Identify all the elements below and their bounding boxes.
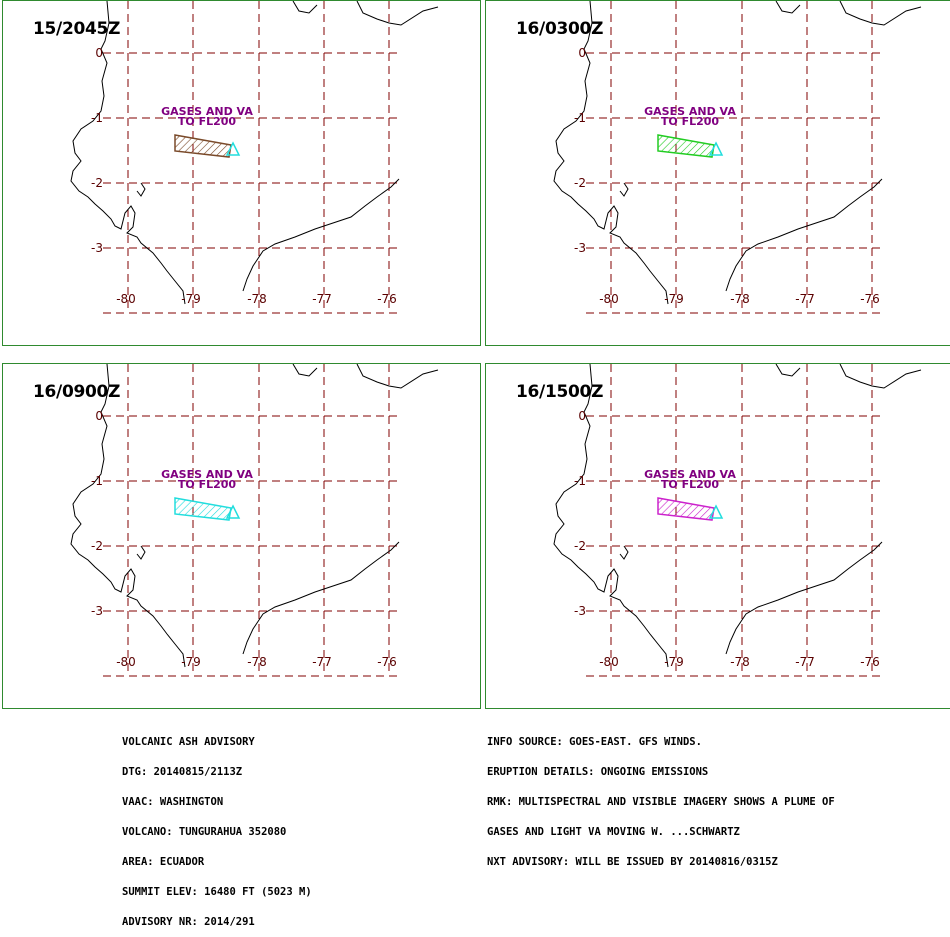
advisory-text-right: INFO SOURCE: GOES-EAST. GFS WINDS. ERUPT… (487, 717, 835, 877)
panel-time: 15/2045Z (33, 19, 121, 39)
plume-label-line2: TO FL200 (661, 115, 720, 128)
map-panel-2: 0 -1 -2 -3 -80 -79 -78 -77 -76 GASES AND VA TO FL2… (485, 0, 950, 346)
plume-label-line2: TO FL200 (661, 478, 720, 491)
longitude-label: -78 (247, 655, 267, 669)
latitude-label: -1 (574, 111, 586, 125)
longitude-label: -80 (599, 292, 619, 306)
border-line (725, 178, 883, 292)
latitude-label: -2 (91, 176, 103, 190)
panel-time: 16/1500Z (516, 382, 604, 402)
advisory-line: VAAC: WASHINGTON (122, 796, 224, 808)
advisory-line: VOLCANO: TUNGURAHUA 352080 (122, 826, 287, 838)
coastline (553, 1, 669, 305)
latitude-label: 0 (578, 46, 586, 60)
volcano-marker-icon (225, 504, 241, 519)
border-line (242, 541, 400, 655)
coastline (775, 364, 801, 377)
latitude-label: -1 (91, 474, 103, 488)
longitude-label: -77 (312, 655, 332, 669)
plume-label-line2: TO FL200 (178, 115, 237, 128)
advisory-line: INFO SOURCE: GOES-EAST. GFS WINDS. (487, 736, 702, 748)
advisory-line: RMK: MULTISPECTRAL AND VISIBLE IMAGERY S… (487, 796, 835, 808)
ash-plume (174, 497, 232, 521)
advisory-line: DTG: 20140815/2113Z (122, 766, 243, 778)
advisory-line: ADVISORY NR: 2014/291 (122, 916, 255, 928)
advisory-line: SUMMIT ELEV: 16480 FT (5023 M) (122, 886, 312, 898)
latitude-label: 0 (95, 409, 103, 423)
latitude-label: -3 (91, 604, 103, 618)
latitude-label: 0 (95, 46, 103, 60)
panel-time: 16/0300Z (516, 19, 604, 39)
latitude-label: -1 (574, 474, 586, 488)
latitude-label: -2 (574, 539, 586, 553)
coastline (839, 364, 922, 389)
coastline (775, 1, 801, 14)
latitude-label: -2 (574, 176, 586, 190)
volcano-marker-icon (225, 141, 241, 156)
longitude-label: -80 (599, 655, 619, 669)
advisory-text-left: VOLCANIC ASH ADVISORY DTG: 20140815/2113… (122, 717, 312, 937)
longitude-label: -78 (730, 292, 750, 306)
longitude-label: -80 (116, 292, 136, 306)
longitude-label: -76 (377, 655, 397, 669)
longitude-label: -77 (795, 292, 815, 306)
coastline (356, 364, 439, 389)
plume-label-line1: GASES AND VA (644, 105, 736, 118)
coastline (839, 1, 922, 26)
volcano-marker-icon (708, 504, 724, 519)
advisory-line: VOLCANIC ASH ADVISORY (122, 736, 255, 748)
latitude-label: -1 (91, 111, 103, 125)
longitude-label: -76 (860, 292, 880, 306)
latitude-label: -3 (574, 241, 586, 255)
advisory-line: GASES AND LIGHT VA MOVING W. ...SCHWARTZ (487, 826, 740, 838)
longitude-label: -79 (181, 292, 201, 306)
advisory-line: AREA: ECUADOR (122, 856, 205, 868)
longitude-label: -79 (181, 655, 201, 669)
plume-label-line1: GASES AND VA (161, 468, 253, 481)
panel-time: 16/0900Z (33, 382, 121, 402)
coastline (553, 364, 669, 668)
ash-plume (174, 134, 232, 158)
volcano-marker-icon (708, 141, 724, 156)
advisory-line: NXT ADVISORY: WILL BE ISSUED BY 20140816… (487, 856, 778, 868)
ash-plume (657, 134, 715, 158)
ash-plume (657, 497, 715, 521)
latitude-label: -2 (91, 539, 103, 553)
longitude-label: -80 (116, 655, 136, 669)
longitude-label: -77 (795, 655, 815, 669)
map-panel-4: 0 -1 -2 -3 -80 -79 -78 -77 -76 GASES AND VA TO FL2… (485, 363, 950, 709)
map-panel-1: 0 -1 -2 -3 -80 -79 -78 -77 -76 GASES AND VA TO FL2… (2, 0, 481, 346)
coastline (70, 364, 186, 668)
longitude-label: -76 (860, 655, 880, 669)
coastline (136, 545, 146, 560)
advisory-line: ERUPTION DETAILS: ONGOING EMISSIONS (487, 766, 709, 778)
plume-label-line2: TO FL200 (178, 478, 237, 491)
coastline (136, 182, 146, 197)
plume-label-line1: GASES AND VA (644, 468, 736, 481)
latitude-label: 0 (578, 409, 586, 423)
coastline (70, 1, 186, 305)
latitude-label: -3 (574, 604, 586, 618)
longitude-label: -79 (664, 655, 684, 669)
coastline (619, 545, 629, 560)
latitude-label: -3 (91, 241, 103, 255)
coastline (619, 182, 629, 197)
longitude-label: -76 (377, 292, 397, 306)
longitude-label: -79 (664, 292, 684, 306)
coastline (292, 364, 318, 377)
plume-label-line1: GASES AND VA (161, 105, 253, 118)
coastline (292, 1, 318, 14)
longitude-label: -78 (247, 292, 267, 306)
coastline (356, 1, 439, 26)
longitude-label: -78 (730, 655, 750, 669)
longitude-label: -77 (312, 292, 332, 306)
map-panel-3: 0 -1 -2 -3 -80 -79 -78 -77 -76 GASES AND VA TO FL2… (2, 363, 481, 709)
border-line (725, 541, 883, 655)
border-line (242, 178, 400, 292)
